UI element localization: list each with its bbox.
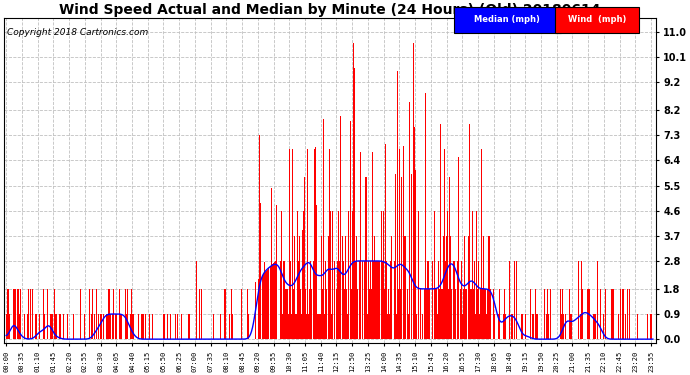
Text: Copyright 2018 Cartronics.com: Copyright 2018 Cartronics.com <box>7 28 148 37</box>
Text: Median (mph): Median (mph) <box>475 15 540 24</box>
FancyBboxPatch shape <box>453 6 561 33</box>
Text: Wind  (mph): Wind (mph) <box>568 15 626 24</box>
FancyBboxPatch shape <box>555 6 640 33</box>
Title: Wind Speed Actual and Median by Minute (24 Hours) (Old) 20180614: Wind Speed Actual and Median by Minute (… <box>59 3 600 17</box>
